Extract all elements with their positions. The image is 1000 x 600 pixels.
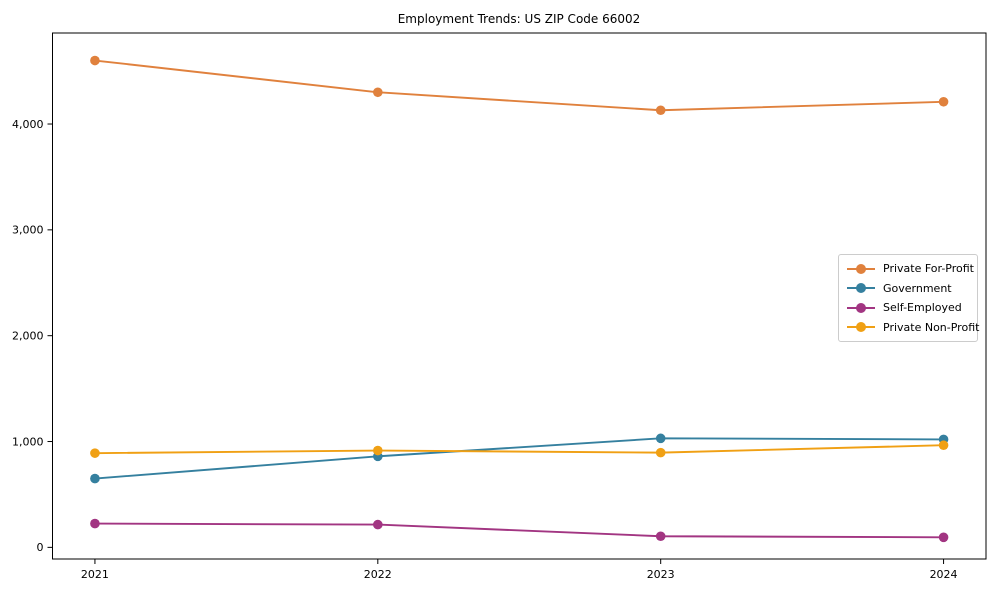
legend: Private For-Profit Government Self-Employe…: [838, 254, 979, 342]
x-tick-label: 2023: [647, 568, 675, 581]
series-line-government: [94, 437, 944, 480]
legend-item: Government: [845, 279, 971, 299]
data-point: [90, 518, 100, 529]
series-line-private-for-profit: [94, 59, 944, 112]
legend-item-label: Government: [883, 281, 952, 295]
data-point: [373, 87, 383, 98]
data-point: [90, 473, 100, 484]
series-line-self-employed: [94, 522, 944, 539]
legend-item-label: Private For-Profit: [883, 262, 974, 276]
legend-item: Self-Employed: [845, 298, 971, 318]
legend-line-marker-icon: [847, 263, 875, 274]
legend-line-marker-icon: [847, 322, 875, 333]
legend-item-label: Self-Employed: [883, 301, 962, 315]
y-tick-label: 3,000: [12, 224, 44, 237]
data-point: [655, 531, 666, 542]
data-point: [90, 55, 100, 66]
data-point: [655, 433, 666, 444]
data-point: [373, 445, 383, 456]
data-point: [90, 448, 100, 458]
data-point: [938, 96, 949, 107]
legend-item: Private For-Profit: [845, 259, 974, 279]
data-point: [938, 532, 949, 543]
data-point: [655, 447, 666, 458]
y-tick-label: 2,000: [12, 329, 44, 342]
data-point: [938, 440, 949, 451]
legend-line-marker-icon: [847, 283, 875, 294]
y-tick-label: 1,000: [12, 435, 44, 448]
x-tick-label: 2021: [81, 568, 109, 581]
x-tick-label: 2022: [364, 568, 392, 581]
series-line-private-non-profit: [94, 444, 944, 455]
legend-line-marker-icon: [847, 302, 875, 313]
y-tick-label: 4,000: [12, 118, 44, 131]
chart-title: Employment Trends: US ZIP Code 66002: [397, 12, 641, 26]
legend-item-label: Private Non-Profit: [883, 320, 980, 334]
plot-frame: [52, 32, 987, 560]
legend-item: Private Non-Profit: [845, 318, 979, 338]
data-point: [373, 519, 383, 530]
data-point: [655, 105, 666, 116]
x-tick-label: 2024: [930, 568, 958, 581]
y-tick-label: 0: [37, 541, 44, 554]
